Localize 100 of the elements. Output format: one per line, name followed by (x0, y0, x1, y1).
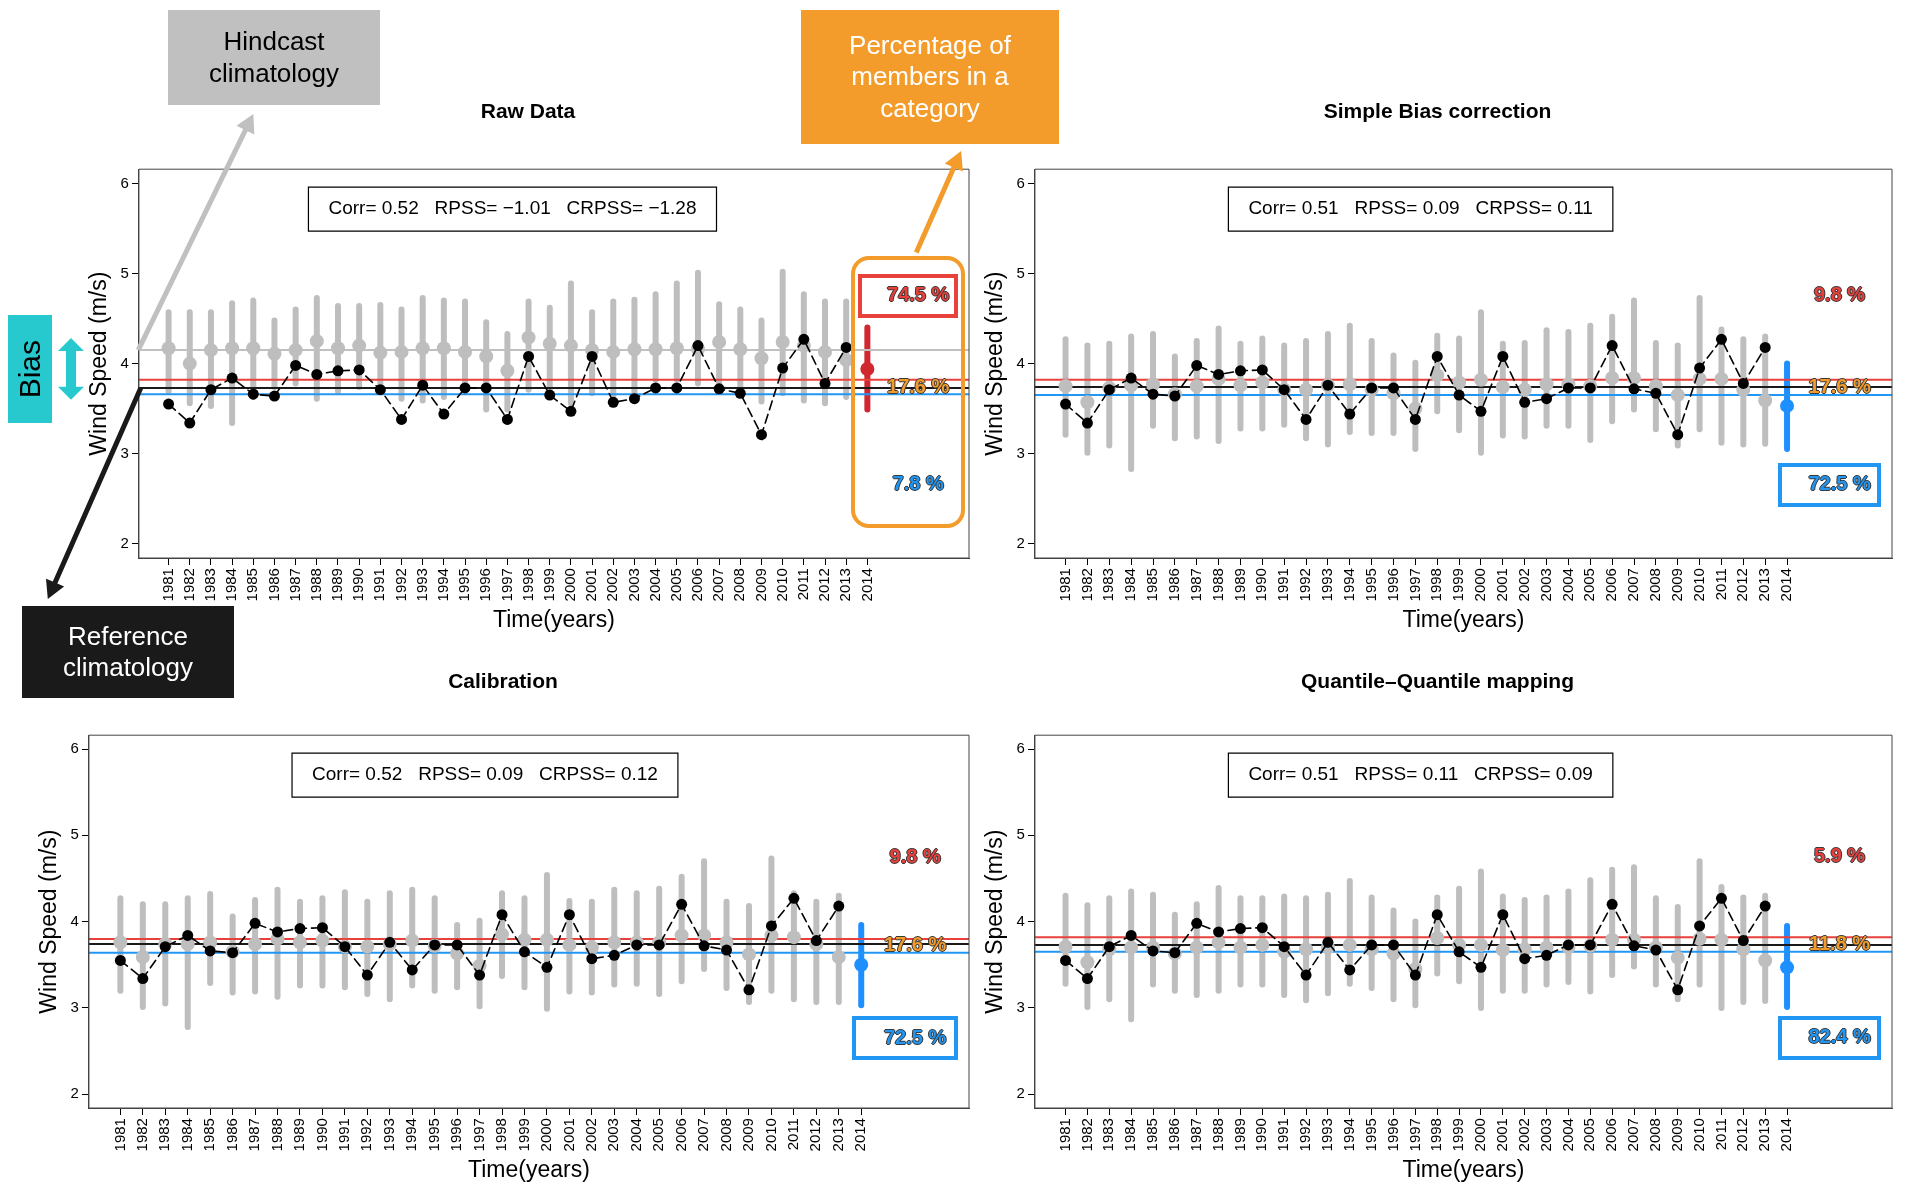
x-tick-label: 2002 (603, 568, 621, 602)
point (272, 926, 284, 938)
x-tick-label: 1999 (539, 568, 557, 602)
point (1541, 949, 1553, 961)
point (755, 429, 767, 441)
point (627, 342, 642, 357)
point (1125, 372, 1137, 384)
point (292, 935, 307, 950)
point (562, 937, 577, 952)
x-tick-label: 2008 (716, 1118, 734, 1152)
point (1605, 371, 1620, 386)
point (692, 340, 704, 352)
x-tick-label: 1992 (357, 1118, 375, 1152)
chart-title: Calibration (448, 669, 558, 693)
x-tick-label: 1989 (1230, 568, 1248, 602)
point (1562, 939, 1574, 951)
point (1344, 964, 1356, 976)
x-tick-label: 1983 (155, 1118, 173, 1152)
point (671, 382, 683, 394)
point (1147, 945, 1159, 957)
point (182, 929, 194, 941)
point (1430, 931, 1445, 946)
point (1453, 946, 1465, 958)
x-tick-label: 2006 (688, 568, 706, 602)
point (135, 950, 150, 964)
x-tick-label: 2001 (1492, 1118, 1510, 1152)
point (1605, 932, 1620, 947)
point (1060, 954, 1072, 966)
chart-title: Raw Data (480, 99, 576, 123)
x-tick-label: 1992 (1296, 1118, 1314, 1152)
x-tick-label: 1987 (285, 568, 303, 602)
x-tick-label: 1983 (1099, 1118, 1117, 1152)
point (161, 341, 176, 356)
x-tick-label: 2002 (581, 1118, 599, 1152)
point (786, 930, 801, 945)
point (496, 909, 508, 921)
point (1058, 939, 1073, 954)
point (1103, 384, 1115, 396)
point (653, 939, 665, 951)
x-tick-label: 1989 (290, 1118, 308, 1152)
x-tick-label: 1987 (245, 1118, 263, 1152)
point (798, 333, 810, 345)
x-tick-label: 1988 (1208, 568, 1226, 602)
point (203, 343, 218, 358)
x-tick-label: 2014 (1777, 1118, 1795, 1152)
x-tick-label: 2009 (751, 568, 769, 602)
point (734, 387, 746, 399)
x-tick-label: 2001 (559, 1118, 577, 1152)
point (332, 365, 344, 377)
point (415, 341, 430, 356)
x-tick-label: 1985 (200, 1118, 218, 1152)
point (1300, 969, 1312, 981)
y-tick-label: 3 (120, 443, 129, 461)
x-tick-label: 2003 (1536, 1118, 1554, 1152)
x-tick-label: 2006 (1602, 1118, 1620, 1152)
point (405, 933, 420, 948)
x-tick-label: 2000 (1471, 1118, 1489, 1152)
point (1780, 398, 1795, 413)
x-tick-label: 1991 (370, 568, 388, 602)
annotation: Corr= 0.52 RPSS= −1.01 CRPSS= −1.28 (328, 197, 697, 219)
point (290, 359, 302, 371)
y-tick-label: 5 (70, 825, 79, 843)
point (1650, 944, 1662, 956)
point (518, 946, 530, 958)
point (225, 341, 240, 356)
y-tick-label: 5 (1016, 263, 1025, 281)
point (1519, 953, 1531, 965)
point (541, 961, 553, 973)
point (1497, 909, 1509, 921)
x-tick-label: 2009 (1667, 568, 1685, 602)
x-tick-label: 2010 (1689, 568, 1707, 602)
point (1672, 984, 1684, 996)
y-tick-label: 4 (120, 353, 129, 371)
point (1431, 909, 1443, 921)
x-tick-label: 1986 (264, 568, 282, 602)
x-tick-label: 1982 (1077, 568, 1095, 602)
point (1300, 413, 1312, 425)
point (459, 382, 471, 394)
point (394, 344, 409, 359)
x-tick-label: 2011 (1711, 568, 1729, 601)
point (1737, 935, 1749, 947)
point (608, 949, 620, 961)
annotation: Corr= 0.52 RPSS= 0.09 CRPSS= 0.12 (312, 763, 658, 785)
x-tick-label: 2006 (671, 1118, 689, 1152)
point (374, 384, 386, 396)
point (1233, 378, 1248, 393)
x-tick-label: 1991 (1274, 568, 1292, 602)
point (396, 413, 408, 425)
x-tick-label: 1988 (267, 1118, 285, 1152)
text: 9.8 % (889, 844, 941, 867)
x-tick-label: 1997 (469, 1118, 487, 1152)
x-tick-label: 1987 (1186, 1118, 1204, 1152)
point (246, 341, 261, 356)
x-tick-label: 1994 (434, 568, 451, 602)
x-tick-label: 2004 (1558, 1118, 1576, 1152)
y-tick-label: 2 (120, 533, 129, 551)
point (406, 964, 418, 976)
y-axis-title: Wind Speed (m/s) (981, 829, 1008, 1014)
x-tick-label: 2007 (1624, 1118, 1642, 1152)
x-tick-label: 1996 (476, 568, 494, 602)
